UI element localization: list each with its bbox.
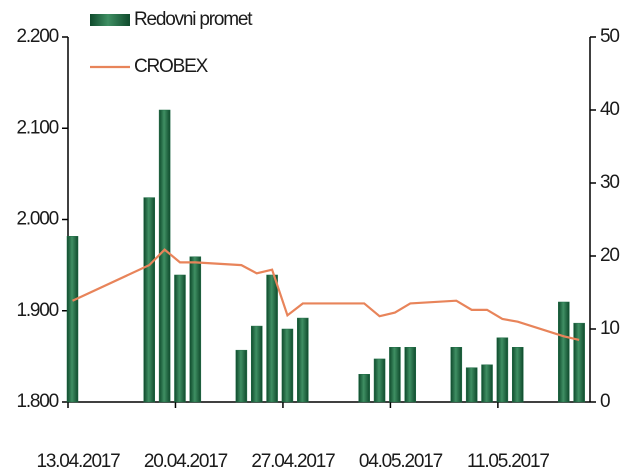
line xyxy=(72,248,580,342)
bar xyxy=(174,274,186,403)
legend-swatch xyxy=(90,14,130,26)
bar xyxy=(235,349,248,403)
y2-tick-label: 40 xyxy=(600,99,619,120)
bar xyxy=(511,347,524,403)
y-tick-label: 2.000 xyxy=(16,209,58,230)
y2-tick-label: 0 xyxy=(600,391,610,412)
x-tick-label: 20.04.2017 xyxy=(144,451,228,472)
bar xyxy=(281,328,294,403)
bar xyxy=(66,236,79,403)
bar xyxy=(297,317,309,403)
bar xyxy=(358,374,370,403)
y-tick-label: 2.200 xyxy=(16,26,58,47)
bar xyxy=(389,347,401,403)
bar xyxy=(189,256,202,403)
bar xyxy=(404,347,417,403)
bar xyxy=(373,358,386,403)
y2-tick-label: 50 xyxy=(600,26,619,47)
y-tick-label: 2.100 xyxy=(16,117,58,138)
bar xyxy=(158,109,171,403)
bar xyxy=(250,325,263,403)
y-tick-label: 1.800 xyxy=(16,391,58,412)
bar xyxy=(573,322,585,403)
bar xyxy=(558,301,570,403)
bar xyxy=(450,347,463,403)
x-tick-label: 11.05.2017 xyxy=(467,451,549,472)
x-tick-label: 13.04.2017 xyxy=(36,451,120,472)
legend-label: Redovni promet xyxy=(134,9,253,30)
bar xyxy=(481,364,493,403)
y2-tick-label: 30 xyxy=(600,172,619,193)
bar xyxy=(496,337,509,403)
y-tick-label: 1.900 xyxy=(16,300,58,321)
legend-label: CROBEX xyxy=(134,56,209,77)
bar xyxy=(266,274,278,403)
y2-tick-label: 20 xyxy=(600,245,619,266)
y2-tick-label: 10 xyxy=(600,318,619,339)
x-tick-label: 27.04.2017 xyxy=(251,451,335,472)
bar xyxy=(143,197,156,403)
bar xyxy=(465,367,478,403)
x-tick-label: 04.05.2017 xyxy=(359,451,443,472)
